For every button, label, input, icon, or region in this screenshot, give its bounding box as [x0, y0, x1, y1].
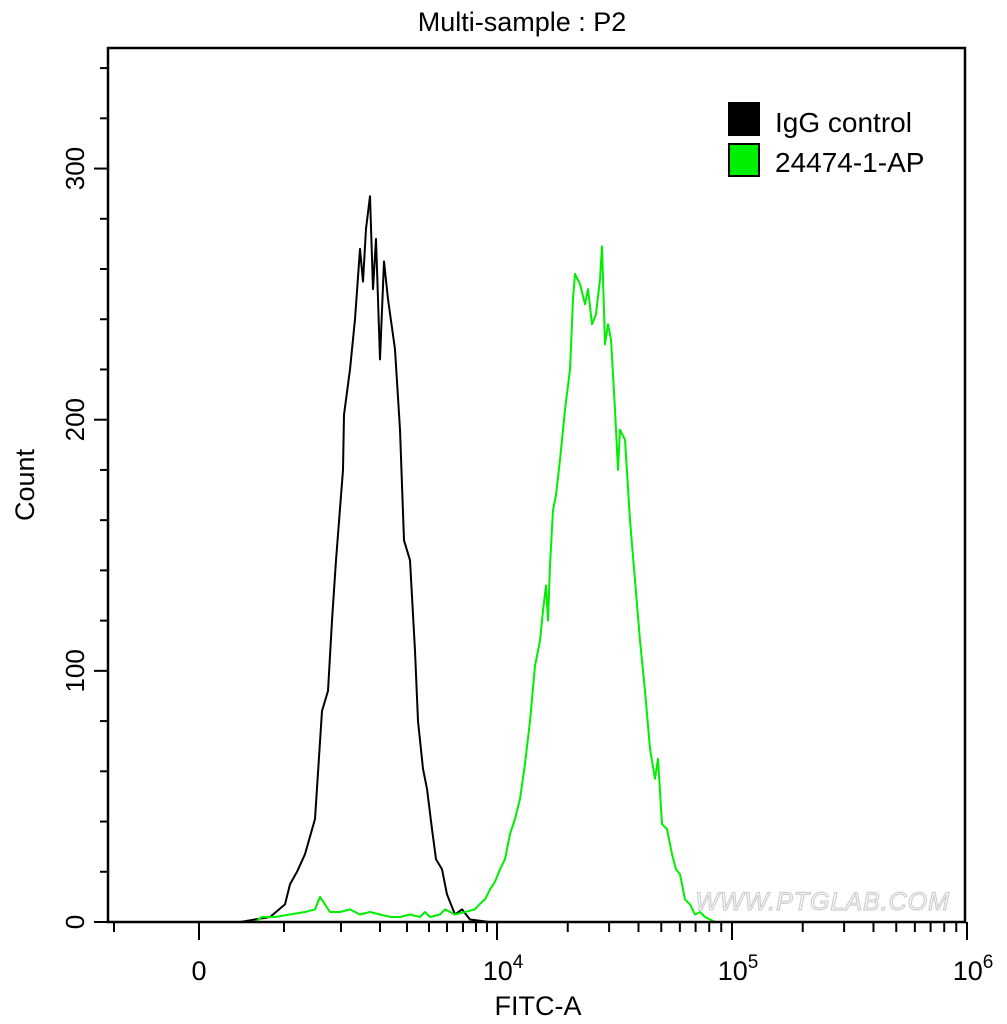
x-tick-label: 104 [483, 952, 524, 986]
series-line-24474-1-ap [254, 245, 716, 923]
plot-frame [106, 46, 967, 924]
x-axis-label: FITC-A [495, 991, 582, 1021]
y-tick-label: 200 [60, 398, 90, 441]
series-layer [199, 195, 716, 923]
x-tick-label: 105 [718, 952, 759, 986]
y-tick-label: 100 [60, 649, 90, 692]
legend-swatch-24474-1-ap [728, 143, 760, 177]
legend-label-igg-control: IgG control [775, 107, 912, 138]
y-tick-label: 300 [60, 147, 90, 190]
y-axis-label: Count [10, 448, 40, 521]
legend-swatch-igg-control [728, 102, 760, 136]
series-line-igg-control [199, 195, 490, 923]
chart-title: Multi-sample : P2 [418, 7, 627, 37]
watermark: WWW.PTGLAB.COM [695, 888, 950, 916]
x-tick-label: 106 [953, 952, 994, 986]
legend: IgG control 24474-1-AP [728, 102, 924, 178]
x-tick-label: 0 [191, 956, 206, 986]
axes-layer: 0 100 200 300 0 104 105 106 [60, 67, 994, 986]
legend-label-24474-1-ap: 24474-1-AP [775, 147, 924, 178]
y-tick-label: 0 [60, 915, 90, 929]
